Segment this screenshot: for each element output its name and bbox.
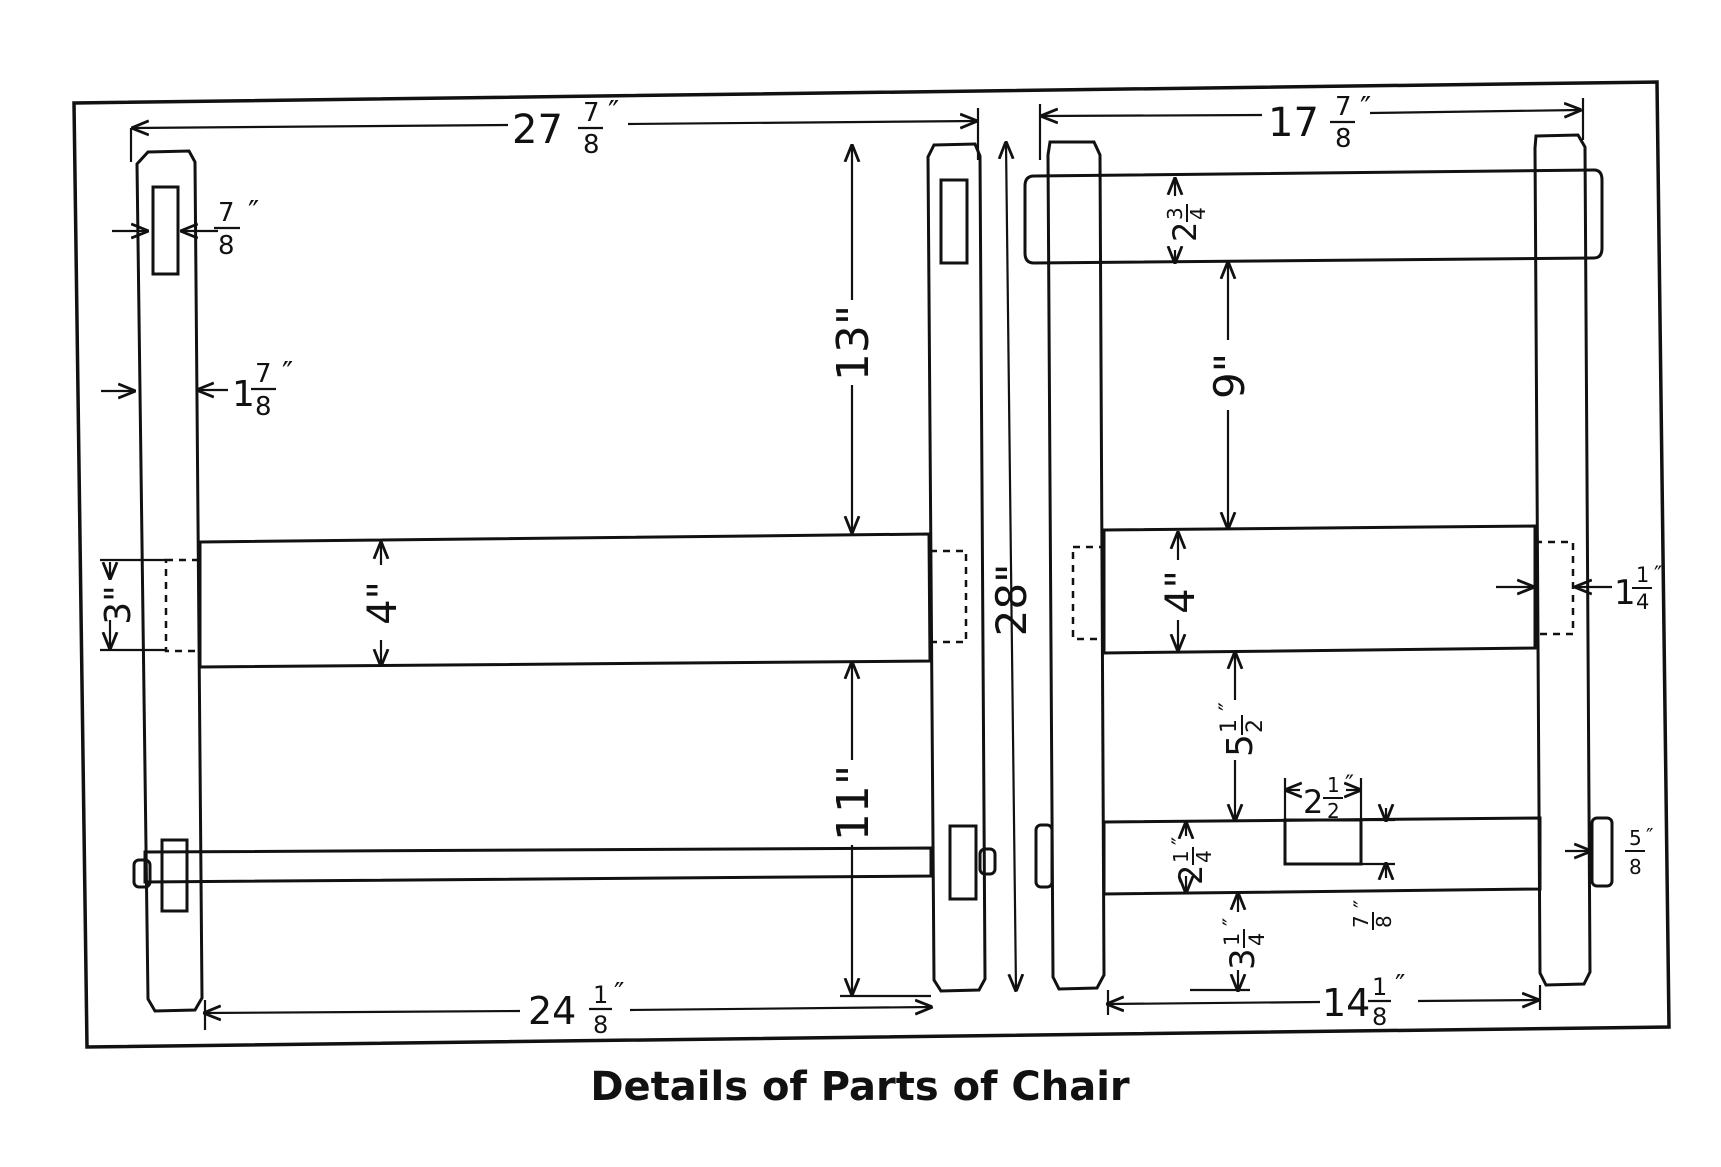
svg-text:4: 4 — [1186, 207, 1210, 220]
middle-rail-tenon-left — [1071, 545, 1106, 641]
dimension-lines — [100, 98, 1612, 1030]
svg-text:4: 4 — [1636, 590, 1649, 614]
dim-overall-width-side: 27 7 8 ″ — [512, 95, 619, 160]
dim-top-rail-width: 2 3 4 — [1163, 204, 1210, 242]
rail-tenon-left — [164, 558, 202, 653]
svg-text:″: ″ — [1646, 824, 1653, 848]
svg-text:8: 8 — [1372, 1003, 1387, 1031]
top-rail — [1023, 168, 1604, 265]
svg-text:4: 4 — [1192, 850, 1216, 863]
dim-space-right: 9" — [1205, 353, 1254, 399]
svg-text:″: ″ — [1345, 770, 1354, 798]
middle-post-mortise — [939, 178, 969, 265]
dim-peg-right: 5 8 ″ — [1625, 824, 1653, 879]
dim-space-lower-right: 5 1 2 ″ — [1214, 702, 1268, 757]
svg-text:8: 8 — [218, 231, 235, 261]
svg-text:5: 5 — [1220, 734, 1261, 757]
svg-text:5: 5 — [1629, 826, 1642, 850]
svg-text:″: ″ — [614, 976, 624, 1009]
low-rail-peg-right — [1590, 816, 1614, 888]
svg-text:1: 1 — [1169, 850, 1193, 863]
svg-text:8: 8 — [255, 392, 272, 422]
svg-text:1: 1 — [232, 374, 255, 415]
svg-text:3: 3 — [1163, 207, 1187, 220]
svg-text:″: ″ — [608, 95, 619, 130]
dim-rail-right: 4" — [1158, 570, 1204, 614]
svg-text:″: ″ — [1654, 563, 1662, 588]
dim-post-width: 1 7 8 ″ — [232, 356, 293, 422]
side-frame-assembly — [132, 142, 997, 1013]
dim-tenon-left: 3" — [98, 585, 139, 624]
stretcher-end-left — [132, 858, 152, 889]
rail-tenon-middle — [928, 549, 968, 644]
svg-text:″: ″ — [282, 356, 293, 391]
svg-text:1: 1 — [1372, 973, 1387, 1001]
svg-text:17: 17 — [1268, 100, 1319, 146]
svg-text:″: ″ — [1360, 91, 1371, 126]
dim-overall-width-front: 17 7 8 ″ — [1268, 91, 1371, 154]
svg-text:1: 1 — [1217, 719, 1242, 733]
dim-lower-left: 11" — [828, 765, 879, 841]
dim-mortise-width: 7 8 ″ — [214, 195, 259, 261]
svg-text:14: 14 — [1322, 981, 1370, 1025]
dim-upper-left: 13" — [828, 305, 879, 381]
svg-text:1: 1 — [1614, 573, 1636, 613]
svg-text:″: ″ — [1214, 702, 1242, 711]
dim-low-rail-width: 2 1 4 ″ — [1169, 837, 1216, 885]
svg-text:2: 2 — [1172, 865, 1210, 885]
svg-text:8: 8 — [1372, 915, 1396, 928]
svg-text:4: 4 — [1245, 933, 1269, 946]
svg-text:2: 2 — [1303, 783, 1323, 821]
dim-rail-length-side: 24 1 8 ″ — [528, 976, 624, 1039]
stretcher-end-right — [978, 847, 997, 876]
svg-text:1: 1 — [1327, 773, 1340, 797]
svg-text:24: 24 — [528, 989, 576, 1033]
left-post-mortise — [151, 185, 180, 276]
svg-text:3: 3 — [1223, 948, 1263, 970]
svg-text:″: ″ — [1169, 837, 1194, 845]
front-post-left — [1046, 140, 1106, 991]
stretcher-peg-left — [160, 838, 189, 913]
dim-foot-height: 3 1 4 ″ — [1220, 918, 1269, 970]
dim-rail-left: 4" — [360, 581, 406, 625]
dim-tenon-right: 1 1 4 ″ — [1614, 563, 1662, 614]
low-rail-notch — [1283, 818, 1363, 866]
svg-text:2: 2 — [1327, 799, 1340, 823]
front-frame-assembly — [1023, 133, 1614, 991]
svg-text:27: 27 — [512, 107, 563, 153]
front-post-right — [1533, 133, 1592, 987]
svg-text:8: 8 — [583, 130, 600, 160]
low-rail-end-left — [1034, 823, 1054, 889]
svg-text:7: 7 — [255, 359, 272, 389]
side-stretcher — [143, 846, 933, 884]
left-post — [135, 149, 204, 1013]
svg-text:1: 1 — [1220, 933, 1244, 946]
svg-text:2: 2 — [1166, 222, 1204, 242]
middle-post — [926, 142, 987, 993]
dim-notch-length: 2 1 2 ″ — [1303, 770, 1354, 823]
svg-text:″: ″ — [1351, 900, 1376, 908]
dim-notch-depth: 7 8 ″ — [1349, 900, 1396, 930]
svg-text:″: ″ — [1395, 968, 1405, 1001]
svg-text:1: 1 — [1636, 563, 1649, 587]
dim-height: 28" — [987, 564, 1036, 637]
svg-text:8: 8 — [593, 1011, 608, 1039]
svg-text:2: 2 — [1243, 719, 1268, 733]
svg-text:7: 7 — [1335, 92, 1352, 122]
dim-rail-length-front: 14 1 8 ″ — [1322, 968, 1405, 1031]
drawing-border — [72, 80, 1671, 1049]
svg-text:7: 7 — [1349, 915, 1373, 928]
stretcher-peg-right — [948, 824, 978, 901]
middle-rail-tenon-right — [1533, 540, 1575, 636]
svg-text:8: 8 — [1335, 124, 1352, 154]
svg-text:″: ″ — [1220, 918, 1245, 926]
svg-text:8: 8 — [1629, 855, 1642, 879]
svg-text:7: 7 — [218, 198, 235, 228]
caption: Details of Parts of Chair — [590, 1064, 1130, 1110]
svg-text:1: 1 — [593, 981, 608, 1009]
side-rail-wide — [198, 532, 932, 669]
svg-text:7: 7 — [583, 98, 600, 128]
svg-text:″: ″ — [248, 195, 259, 230]
